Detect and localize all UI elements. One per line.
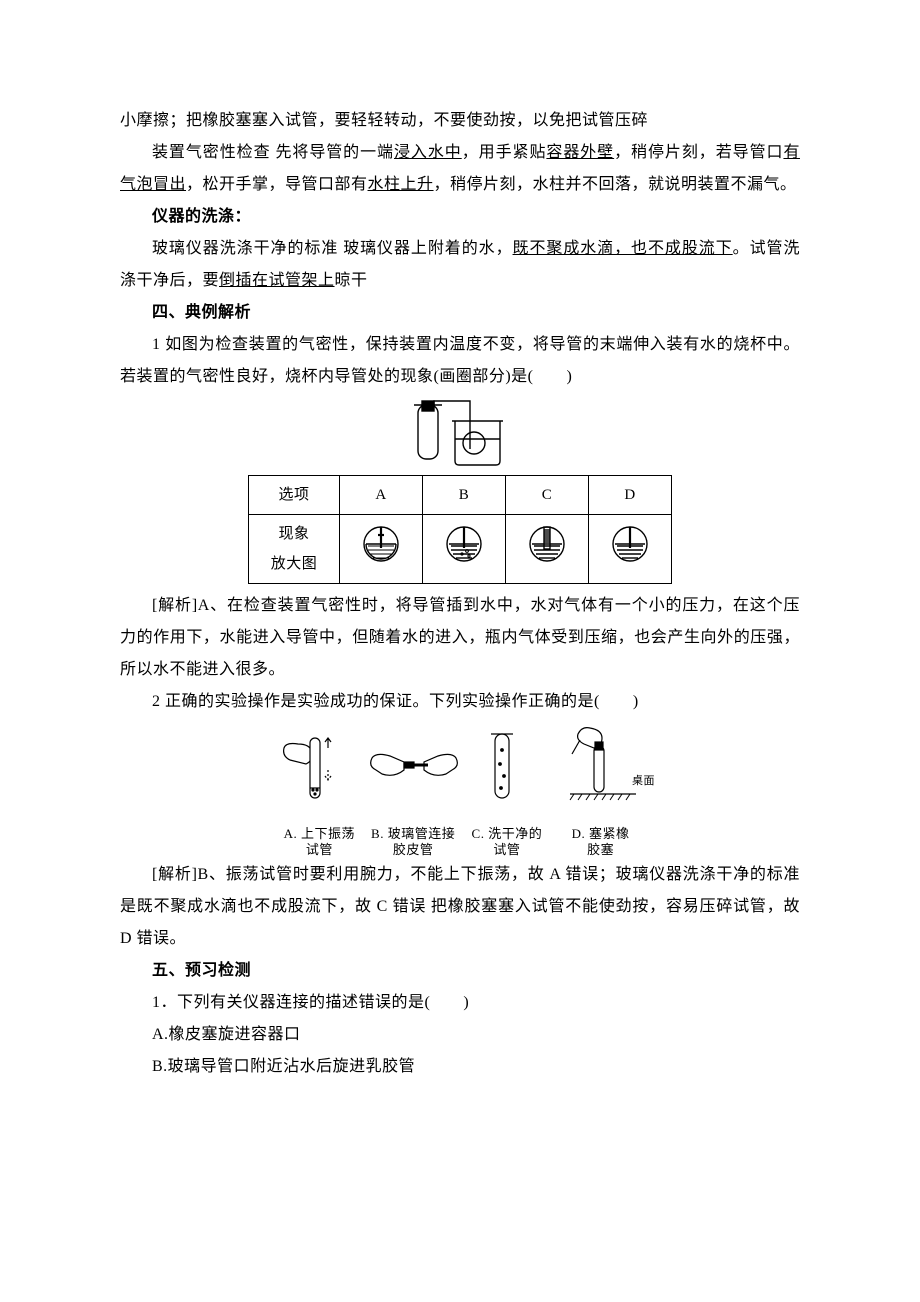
preview-q1: 1．下列有关仪器连接的描述错误的是( ) [120,987,800,1019]
text: 试管 [462,842,552,858]
caption-b: B. 玻璃管连接 胶皮管 [368,826,458,859]
paragraph-friction: 小摩擦；把橡胶塞塞入试管，要轻轻转动，不要使劲按，以免把试管压碎 [120,105,800,137]
table-header-option: C [506,476,589,515]
cell-option-b [423,515,506,584]
text: 玻璃仪器洗涤干净的标准 玻璃仪器上附着的水， [152,240,513,257]
caption-d: D. 塞紧橡 胶塞 [556,826,646,859]
heading-wash: 仪器的洗涤： [120,201,800,233]
table-header-label: 选项 [249,476,340,515]
analysis-2: [解析]B、振荡试管时要利用腕力，不能上下振荡，故 A 错误；玻璃仪器洗涤干净的… [120,859,800,955]
desk-label: 桌面 [632,774,655,787]
underline-text: 浸入水中 [394,144,462,161]
cell-option-d [589,515,672,584]
apparatus-icon [400,399,520,471]
caption-c: C. 洗干净的 试管 [462,826,552,859]
cell-option-c [506,515,589,584]
text: ，松开手掌，导管口部有 [186,176,368,193]
figure-experiments: 桌面 [120,724,800,824]
option-c-icon [525,524,569,564]
text: 放大图 [271,556,318,572]
text: 胶皮管 [368,842,458,858]
options-table: 选项 A B C D 现象 放大图 [248,475,672,584]
text: A. 上下振荡 [274,826,364,842]
analysis-1: [解析]A、在检查装置气密性时，将导管插到水中，水对气体有一个小的压力，在这个压… [120,590,800,686]
table-header-option: B [423,476,506,515]
option-d-icon [608,524,652,564]
figure-apparatus [120,399,800,471]
question-1: 1 如图为检查装置的气密性，保持装置内温度不变，将导管的末端伸入装有水的烧杯中。… [120,329,800,393]
text: 现象 [278,526,309,542]
text: 晾干 [335,272,368,289]
option-b-icon [442,524,486,564]
table-header-option: D [589,476,672,515]
underline-text: 既不聚成水滴，也不成股流下 [513,240,733,257]
heading-preview: 五、预习检测 [120,955,800,987]
text: C. 洗干净的 [462,826,552,842]
question-2: 2 正确的实验操作是实验成功的保证。下列实验操作正确的是( ) [120,686,800,718]
preview-q1-option-b: B.玻璃导管口附近沾水后旋进乳胶管 [120,1051,800,1083]
experiments-icon: 桌面 [260,724,660,812]
text: D. 塞紧橡 [556,826,646,842]
text: 胶塞 [556,842,646,858]
table-row-label: 现象 放大图 [249,515,340,584]
underline-text: 水柱上升 [368,176,434,193]
text: ，稍停片刻，若导管口 [614,144,783,161]
paragraph-airtight-check: 装置气密性检查 先将导管的一端浸入水中，用手紧贴容器外壁，稍停片刻，若导管口有气… [120,137,800,201]
text: 试管 [274,842,364,858]
option-a-icon [359,524,403,564]
text: ，用手紧贴 [462,144,547,161]
cell-option-a [340,515,423,584]
caption-a: A. 上下振荡 试管 [274,826,364,859]
table-row: 现象 放大图 [249,515,672,584]
preview-q1-option-a: A.橡皮塞旋进容器口 [120,1019,800,1051]
text: 装置气密性检查 先将导管的一端 [152,144,394,161]
figure-captions: A. 上下振荡 试管 B. 玻璃管连接 胶皮管 C. 洗干净的 试管 D. 塞紧… [120,826,800,859]
underline-text: 容器外壁 [546,144,614,161]
text: ，稍停片刻，水柱并不回落，就说明装置不漏气。 [434,176,797,193]
table-header-option: A [340,476,423,515]
heading-examples: 四、典例解析 [120,297,800,329]
text: B. 玻璃管连接 [368,826,458,842]
paragraph-wash-standard: 玻璃仪器洗涤干净的标准 玻璃仪器上附着的水，既不聚成水滴，也不成股流下。试管洗涤… [120,233,800,297]
underline-text: 倒插在试管架上 [219,272,335,289]
table-row: 选项 A B C D [249,476,672,515]
